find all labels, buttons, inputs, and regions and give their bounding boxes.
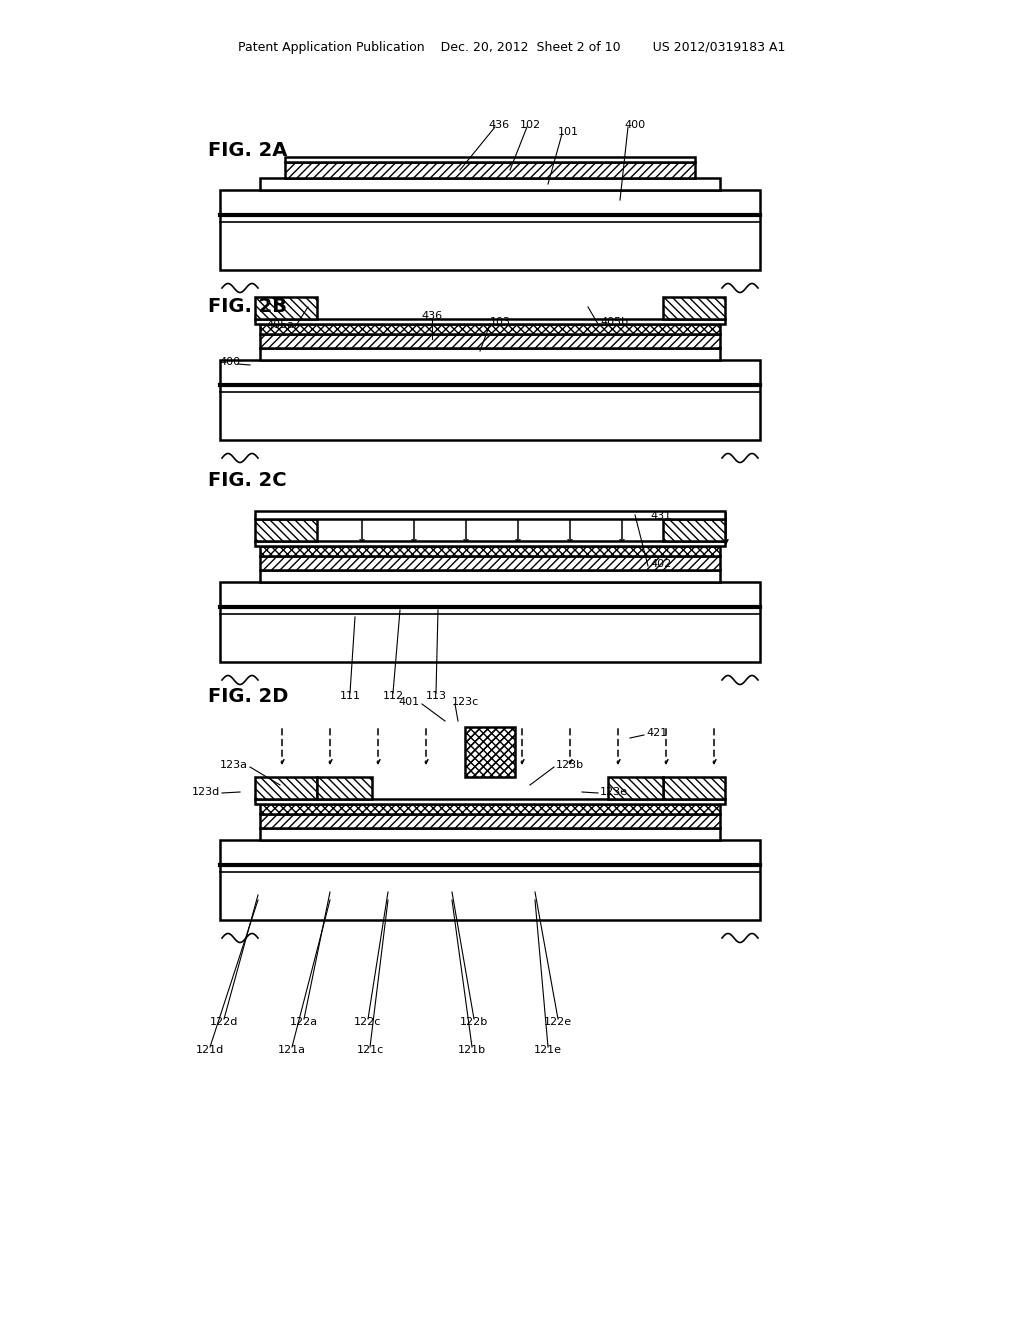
Text: 405b: 405b (600, 317, 628, 327)
Bar (260, 334, 720, 348)
Bar (255, 519, 317, 541)
Text: 436: 436 (422, 312, 442, 321)
Bar (260, 828, 720, 840)
Text: 121e: 121e (534, 1045, 562, 1055)
Text: 400: 400 (624, 120, 645, 129)
Text: 122e: 122e (544, 1016, 572, 1027)
Bar (260, 814, 720, 828)
Bar (317, 777, 372, 799)
Text: 121c: 121c (356, 1045, 384, 1055)
Bar (255, 541, 725, 546)
Text: 122c: 122c (354, 1016, 382, 1027)
Text: 405a: 405a (266, 319, 294, 330)
Text: 400: 400 (219, 356, 240, 367)
Text: 402: 402 (650, 558, 672, 569)
Bar (663, 777, 725, 799)
Bar (255, 319, 725, 323)
Text: 436: 436 (488, 120, 509, 129)
Bar (255, 799, 725, 804)
Text: FIG. 2D: FIG. 2D (208, 686, 289, 705)
Bar (260, 556, 720, 570)
Text: 123a: 123a (220, 760, 248, 770)
Text: 112: 112 (382, 690, 403, 701)
Bar (260, 546, 720, 556)
Bar (255, 297, 317, 319)
Bar (663, 519, 725, 541)
Bar (465, 727, 515, 777)
Text: FIG. 2A: FIG. 2A (208, 140, 288, 160)
Text: FIG. 2C: FIG. 2C (208, 470, 287, 490)
Text: 113: 113 (426, 690, 446, 701)
Text: 123d: 123d (191, 787, 220, 797)
Bar (608, 777, 663, 799)
Bar (220, 360, 760, 440)
Text: 421: 421 (646, 729, 668, 738)
Text: 431: 431 (650, 511, 671, 521)
Bar (220, 840, 760, 920)
Bar (220, 190, 760, 271)
Text: FIG. 2B: FIG. 2B (208, 297, 287, 317)
Bar (255, 777, 317, 799)
Text: 121a: 121a (278, 1045, 306, 1055)
Bar (663, 297, 725, 319)
Bar (260, 178, 720, 190)
Text: 401: 401 (399, 697, 420, 708)
Bar (260, 323, 720, 334)
Bar (260, 570, 720, 582)
Bar (465, 727, 515, 777)
Text: 101: 101 (558, 127, 579, 137)
Text: 121d: 121d (196, 1045, 224, 1055)
Bar (260, 348, 720, 360)
Text: 121b: 121b (458, 1045, 486, 1055)
Text: 102: 102 (520, 120, 541, 129)
Text: 123e: 123e (600, 787, 628, 797)
Text: 111: 111 (340, 690, 360, 701)
Bar (285, 157, 695, 162)
Text: 122a: 122a (290, 1016, 318, 1027)
Text: 103: 103 (490, 317, 511, 327)
Bar (285, 162, 695, 178)
Bar (255, 511, 725, 519)
Text: 123c: 123c (452, 697, 479, 708)
Bar (220, 582, 760, 663)
Text: 123b: 123b (556, 760, 584, 770)
Bar (260, 804, 720, 814)
Text: 122d: 122d (210, 1016, 239, 1027)
Text: 122b: 122b (460, 1016, 488, 1027)
Text: Patent Application Publication    Dec. 20, 2012  Sheet 2 of 10        US 2012/03: Patent Application Publication Dec. 20, … (239, 41, 785, 54)
